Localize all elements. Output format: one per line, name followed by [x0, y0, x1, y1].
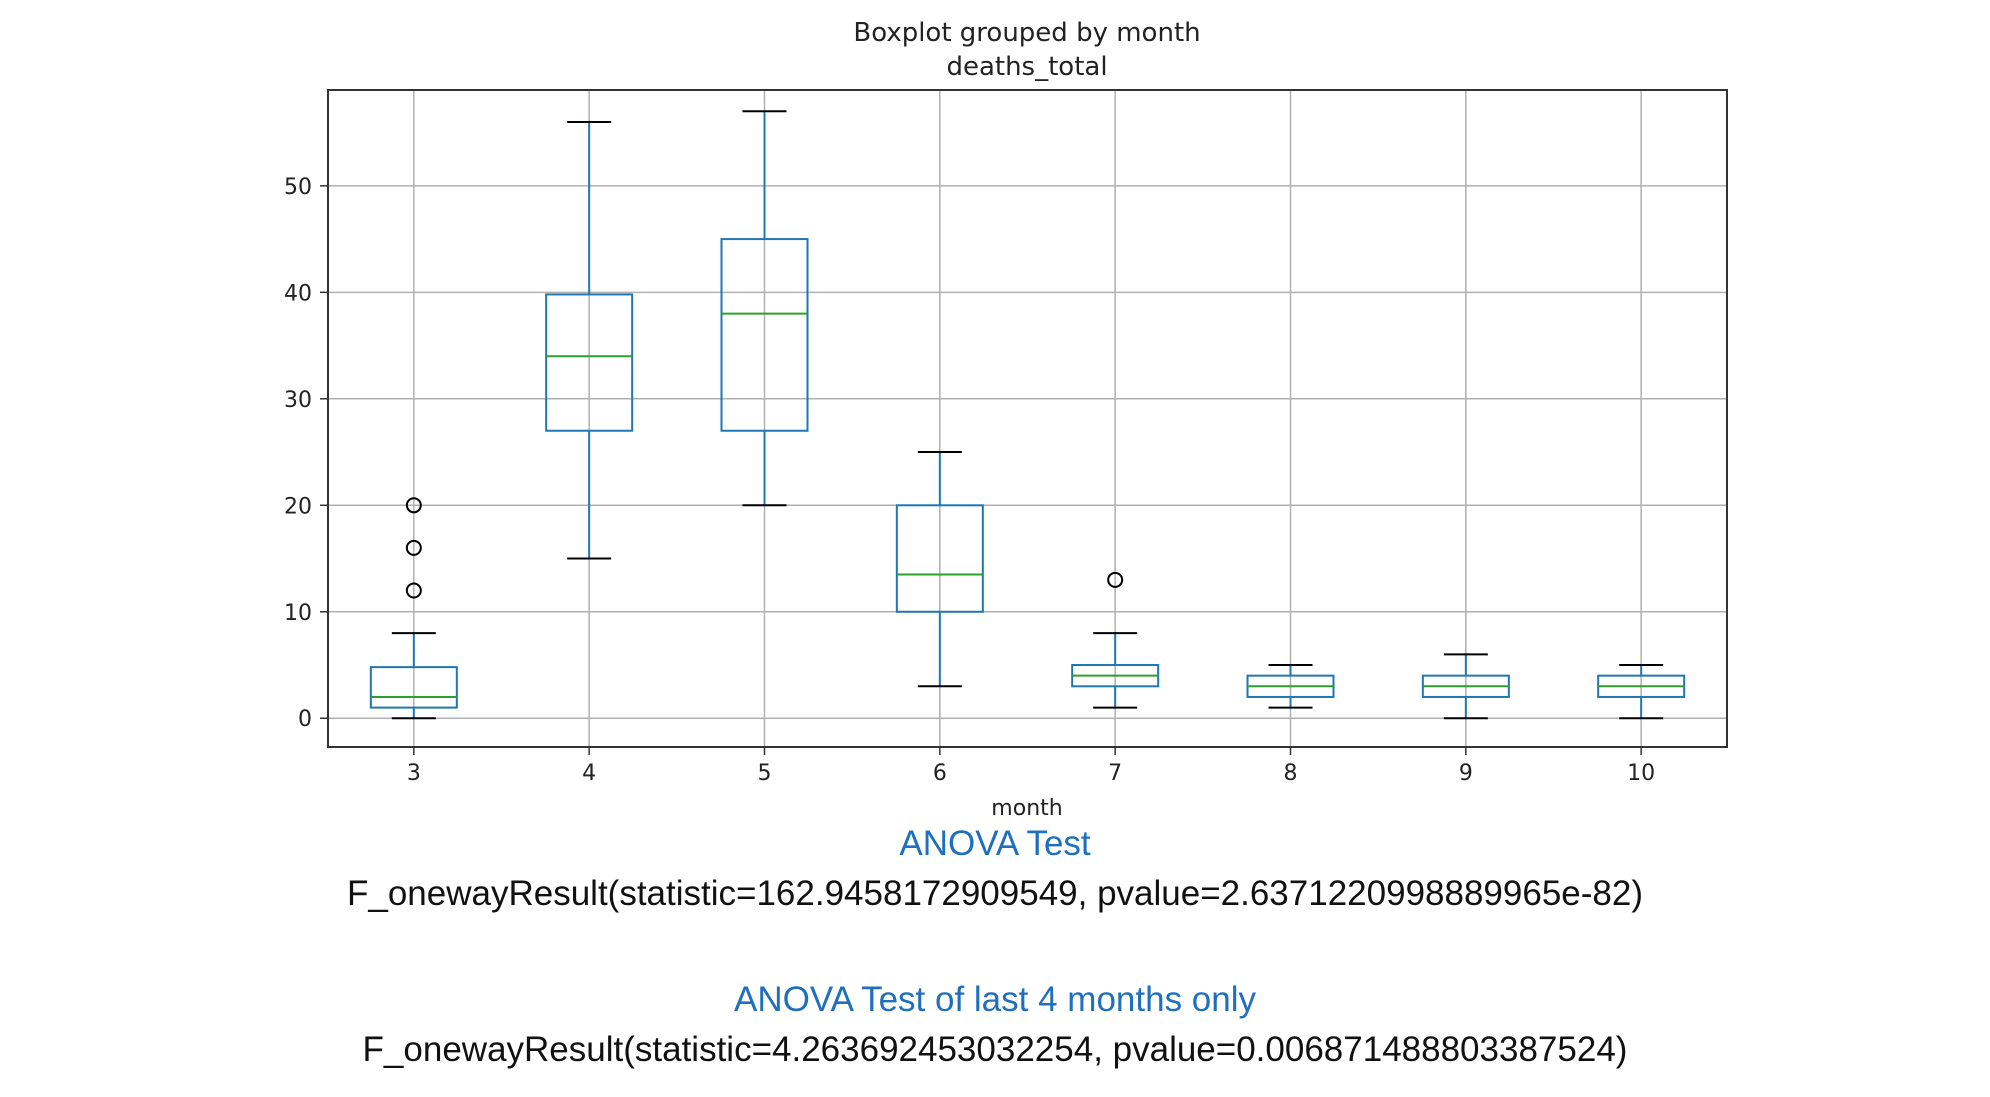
box-month-3: [369, 497, 458, 720]
box-iqr: [720, 238, 809, 432]
x-tick-label: 8: [1284, 761, 1298, 786]
y-tick-label: 0: [298, 707, 312, 732]
outlier-point: [405, 582, 422, 599]
chart-title: Boxplot grouped by month: [853, 18, 1200, 48]
boxplot-chart: 0 10 20 30 40 50 3 4 5 6 7 8 9 10 Boxplot grouped by…: [284, 18, 1728, 820]
box-iqr: [369, 666, 458, 709]
x-tick-label: 7: [1108, 761, 1122, 786]
anova-heading: ANOVA Test: [899, 824, 1091, 863]
outlier-point: [405, 497, 422, 514]
y-tick-label: 10: [284, 601, 312, 626]
box-month-7: [1071, 571, 1160, 709]
x-tick-label: 3: [407, 761, 421, 786]
box-month-8: [1246, 664, 1335, 709]
box-iqr: [895, 504, 984, 613]
y-tick-label: 20: [284, 494, 312, 519]
y-tick-label: 50: [284, 175, 312, 200]
y-axis: 0 10 20 30 40 50: [284, 175, 328, 732]
box-month-6: [895, 451, 984, 688]
gridlines: [328, 90, 1727, 747]
x-tick-label: 10: [1627, 761, 1655, 786]
box-month-9: [1421, 653, 1510, 720]
box-iqr: [545, 293, 634, 432]
y-tick-label: 30: [284, 388, 312, 413]
outlier-point: [405, 539, 422, 556]
anova-last4-result: F_onewayResult(statistic=4.2636924530322…: [362, 1030, 1628, 1069]
anova-result: F_onewayResult(statistic=162.94581729095…: [346, 874, 1643, 913]
chart-subtitle: deaths_total: [946, 52, 1107, 82]
x-tick-label: 4: [582, 761, 596, 786]
x-axis-label: month: [991, 796, 1062, 820]
anova-last4-heading: ANOVA Test of last 4 months only: [733, 980, 1256, 1019]
y-tick-label: 40: [284, 281, 312, 306]
box-month-4: [545, 120, 634, 560]
box-month-5: [720, 110, 809, 507]
x-tick-label: 5: [757, 761, 771, 786]
x-tick-label: 9: [1459, 761, 1473, 786]
outlier-point: [1107, 571, 1124, 588]
plot-frame: [327, 89, 1728, 748]
x-axis: 3 4 5 6 7 8 9 10: [407, 747, 1655, 786]
box-series: [369, 110, 1686, 720]
box-month-10: [1597, 664, 1686, 720]
x-tick-label: 6: [933, 761, 947, 786]
